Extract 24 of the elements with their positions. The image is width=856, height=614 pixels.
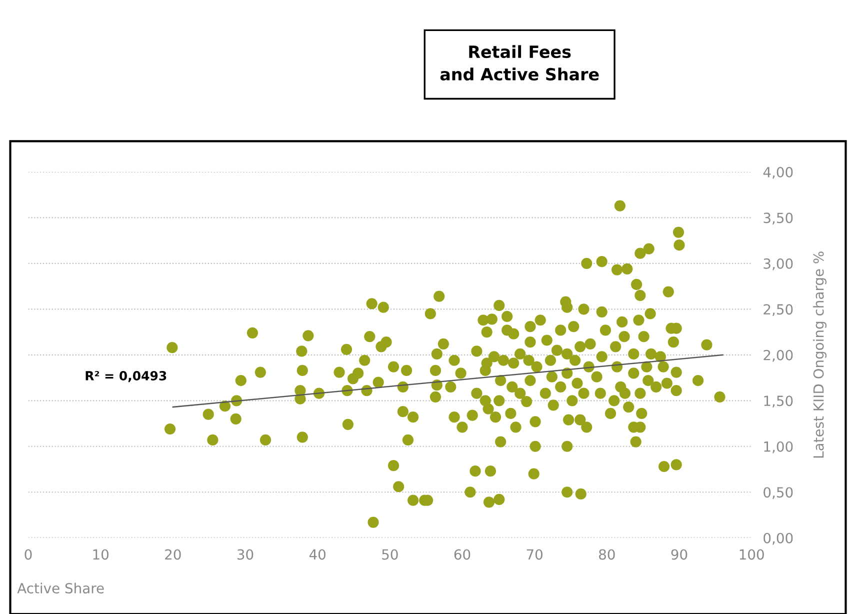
y-tick-label: 0,50 bbox=[764, 487, 793, 500]
x-tick-label: 40 bbox=[309, 549, 326, 560]
y-tick-label: 2,50 bbox=[764, 304, 793, 316]
x-tick-label: 100 bbox=[740, 549, 764, 560]
y-axis-title: Latest KIID Ongoing charge % bbox=[813, 252, 826, 458]
y-tick-label: 3,00 bbox=[764, 258, 793, 270]
x-tick-label: 0 bbox=[24, 549, 32, 560]
y-tick-label: 1,50 bbox=[764, 396, 793, 408]
chart-title: Retail Fees and Active Share bbox=[440, 45, 599, 81]
y-tick-label: 3,50 bbox=[764, 212, 793, 225]
y-tick-label: 0,00 bbox=[764, 532, 793, 545]
x-tick-label: 20 bbox=[165, 549, 181, 560]
x-tick-label: 60 bbox=[454, 549, 470, 560]
annotation: R² = 0,0493 bbox=[86, 371, 166, 382]
x-tick-label: 50 bbox=[382, 549, 398, 560]
x-tick-label: 10 bbox=[93, 549, 108, 560]
y-tick-label: 4,00 bbox=[763, 166, 793, 179]
x-tick-label: 80 bbox=[599, 549, 615, 560]
y-tick-label: 1,00 bbox=[764, 441, 793, 454]
x-tick-label: 30 bbox=[237, 549, 254, 560]
x-axis-title: Active Share bbox=[17, 582, 104, 594]
x-tick-label: 90 bbox=[671, 549, 688, 560]
y-tick-label: 2,00 bbox=[764, 350, 793, 362]
x-tick-label: 70 bbox=[526, 549, 542, 560]
